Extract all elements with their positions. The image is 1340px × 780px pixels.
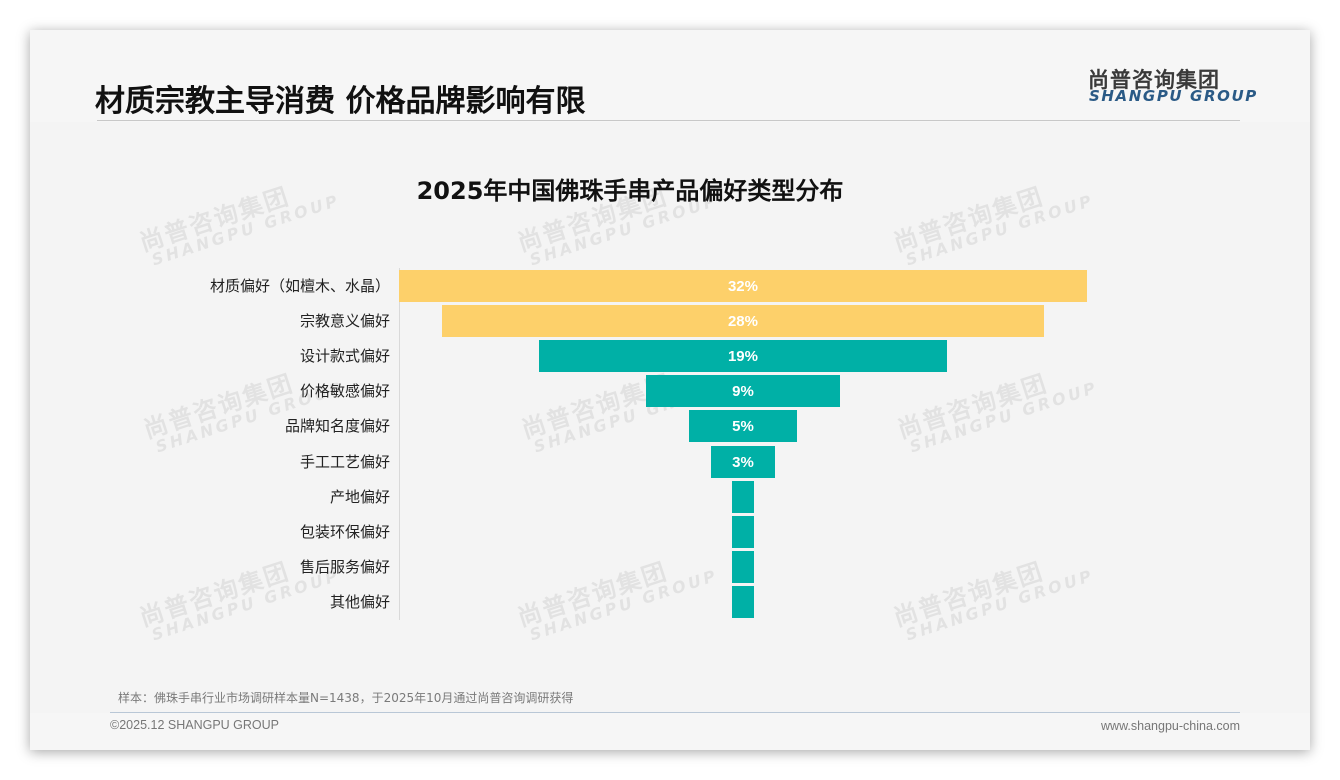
watermark: 尚普咨询集团 SHANGPU GROUP bbox=[514, 545, 721, 646]
funnel-bar: 28% bbox=[442, 305, 1044, 337]
funnel-bar bbox=[732, 481, 754, 513]
sample-note: 样本：佛珠手串行业市场调研样本量N=1438，于2025年10月通过尚普咨询调研… bbox=[118, 691, 574, 705]
bar-value-label: 19% bbox=[727, 347, 758, 365]
funnel-bar bbox=[732, 586, 754, 618]
title-divider bbox=[97, 120, 1240, 121]
bar-value-label: 3% bbox=[732, 453, 754, 471]
bar-value-label: 9% bbox=[732, 382, 754, 400]
category-label: 设计款式偏好 bbox=[299, 347, 390, 365]
chart-title: 2025年中国佛珠手串产品偏好类型分布 bbox=[416, 177, 844, 205]
category-label: 宗教意义偏好 bbox=[299, 312, 390, 330]
category-label: 包装环保偏好 bbox=[299, 523, 390, 541]
category-label: 材质偏好（如檀木、水晶） bbox=[209, 277, 390, 295]
funnel-bar bbox=[732, 516, 754, 548]
bar-value-label: 5% bbox=[732, 417, 754, 435]
watermark: 尚普咨询集团 SHANGPU GROUP bbox=[890, 545, 1097, 646]
category-label: 产地偏好 bbox=[329, 488, 390, 506]
category-label: 价格敏感偏好 bbox=[299, 382, 390, 400]
category-axis-line bbox=[399, 268, 400, 620]
header-band bbox=[30, 30, 1310, 122]
bar-value-label: 28% bbox=[727, 312, 758, 330]
bar-value-label: 32% bbox=[727, 277, 758, 295]
funnel-bar: 3% bbox=[710, 446, 776, 478]
logo-text-cn: 尚普咨询集团 bbox=[1088, 68, 1220, 92]
page-title: 材质宗教主导消费 价格品牌影响有限 bbox=[95, 84, 586, 119]
category-label: 售后服务偏好 bbox=[299, 558, 390, 576]
slide: 材质宗教主导消费 价格品牌影响有限 尚普咨询集团 SHANGPU GROUP 尚… bbox=[30, 30, 1310, 750]
category-label: 其他偏好 bbox=[329, 593, 390, 611]
watermark-cn: 尚普咨询集团 bbox=[514, 557, 672, 633]
watermark-en: SHANGPU GROUP bbox=[527, 565, 721, 645]
footer-band bbox=[30, 713, 1310, 750]
category-label: 品牌知名度偏好 bbox=[284, 417, 390, 435]
funnel-bar: 9% bbox=[646, 375, 840, 407]
logo-text-en: SHANGPU GROUP bbox=[1089, 87, 1258, 105]
watermark-en: SHANGPU GROUP bbox=[907, 377, 1101, 457]
funnel-bar: 5% bbox=[689, 410, 797, 442]
copyright: ©2025.12 SHANGPU GROUP bbox=[110, 718, 279, 732]
footer-divider bbox=[110, 712, 1240, 713]
funnel-bar: 32% bbox=[399, 270, 1087, 302]
category-label: 手工工艺偏好 bbox=[299, 453, 390, 471]
website-link[interactable]: www.shangpu-china.com bbox=[1101, 719, 1240, 733]
watermark-en: SHANGPU GROUP bbox=[903, 565, 1097, 645]
funnel-bar: 19% bbox=[539, 340, 947, 372]
watermark-cn: 尚普咨询集团 bbox=[890, 557, 1048, 633]
funnel-bar bbox=[732, 551, 754, 583]
